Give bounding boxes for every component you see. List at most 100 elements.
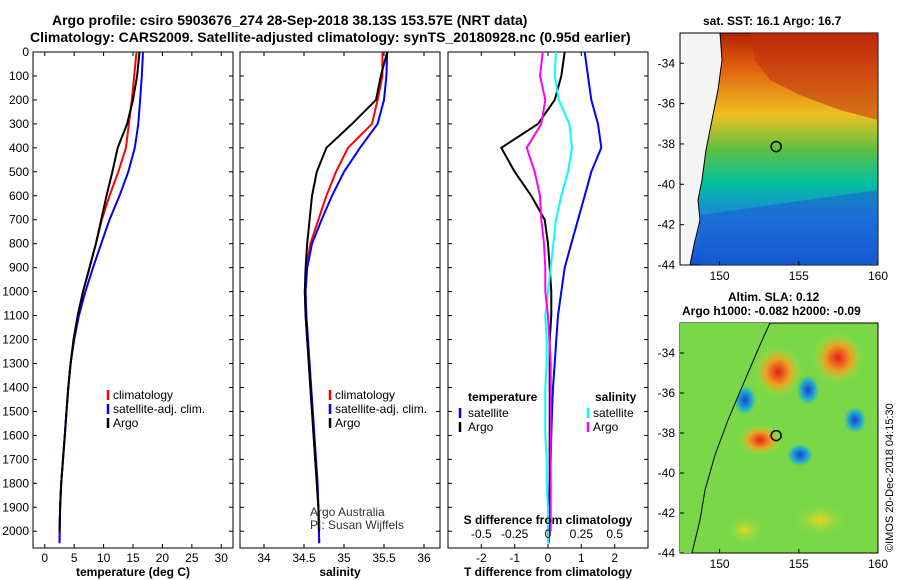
sla-lat-label: -42 [658,506,676,520]
legend-label: satellite [593,406,634,420]
y-tick-label: 2000 [2,524,29,538]
sst-lat-label: -44 [658,258,676,272]
y-tick-label: 200 [9,93,29,107]
temperature-frame [32,51,234,549]
y-tick-label: 1100 [3,309,29,323]
sla-lat-label: -36 [658,386,676,400]
temperature-series-argo [58,51,141,532]
y-tick-label: 100 [9,69,29,83]
x2-tick-label: 0 [545,527,552,541]
sst-lat-label: -40 [658,177,676,191]
y-tick-label: 700 [9,213,29,227]
sst-cold-south [700,190,878,265]
difference-xlabel2: S difference from climatology [464,513,633,527]
sla-lat-label: -40 [658,466,676,480]
x-tick-label: 35.5 [372,551,396,565]
x-tick-label: 10 [97,551,111,565]
x2-tick-label: 0.25 [570,527,594,541]
y-tick-label: 1500 [2,404,29,418]
sst-lon-label: 150 [710,269,730,283]
sla-lon-label: 150 [710,557,730,571]
y-tick-label: 1600 [2,428,29,442]
salinity-panel: 34 34.5 35 35.5 36 salinity climatologysatelli… [239,51,441,579]
legend-title-temperature: temperature [468,390,538,404]
sst-land [679,32,723,266]
y-tick-label: 1000 [2,285,29,299]
x-tick-label: 0 [545,551,552,565]
sla-lon-label: 155 [789,557,809,571]
x-tick-label: 15 [126,551,140,565]
sla-float-marker [770,429,782,442]
salinity-xlabel: salinity [319,565,361,579]
y-tick-label: 400 [9,141,29,155]
sla-map [679,322,879,554]
legend-label: satellite [468,406,509,420]
legend-label: Argo [113,416,139,430]
sla-land [680,323,770,553]
y-tick-label: 500 [9,165,29,179]
x-tick-label: -1 [509,551,520,565]
x-tick-label: 25 [185,551,199,565]
y-tick-label: 900 [9,261,29,275]
legend-label: climatology [113,388,173,402]
sst-map [679,32,879,266]
sla-lat-label: -44 [658,546,676,560]
sla-lat-label: -34 [658,346,676,360]
profile-panels: 0100200300400500600700800900100011001200… [2,45,649,579]
y-tick-label: 1800 [2,476,29,490]
y-tick-label: 1200 [2,333,29,347]
plot-title-line-2: Climatology: CARS2009. Satellite-adjuste… [30,29,631,45]
y-tick-label: 0 [22,45,29,59]
x-tick-label: 0 [41,551,48,565]
x-tick-label: 20 [156,551,170,565]
x-tick-label: 35 [337,551,351,565]
difference-series-salinity-satellite [544,51,574,544]
x-tick-label: -2 [476,551,487,565]
y-tick-label: 800 [9,237,29,251]
y-tick-label: 1700 [2,452,29,466]
sla-map-title-2: Argo h1000: -0.082 h2000: -0.09 [682,304,861,318]
sla-lon-label: 160 [868,557,888,571]
x-tick-label: 1 [578,551,585,565]
salinity-frame [239,51,441,549]
salinity-series-argo [303,51,389,532]
sst-lon-label: 155 [789,269,809,283]
sst-lon-label: 160 [868,269,888,283]
sst-lat-label: -42 [658,218,676,232]
x-tick-label: 30 [215,551,229,565]
temperature-xlabel: temperature (deg C) [76,565,190,579]
legend-label: climatology [335,388,395,402]
temperature-panel: 0100200300400500600700800900100011001200… [2,45,234,579]
sla-map-title-1: Altim. SLA: 0.12 [728,290,820,304]
credit-annotation: PI: Susan Wijffels [310,518,404,532]
difference-series-salinity-argo [525,51,552,532]
y-tick-label: 300 [9,117,29,131]
y-tick-label: 1900 [2,500,29,514]
sst-lat-label: -36 [658,97,676,111]
map-axes: -34 -36 -38 -40 -42 -44 150 155 160 -34 -36 -38 -40 -… [658,56,889,571]
y-tick-label: 1400 [2,380,29,394]
x-tick-label: 34.5 [292,551,316,565]
legend-label: satellite-adj. clim. [113,402,205,416]
legend-label: Argo [335,416,361,430]
sst-lat-label: -34 [658,56,676,70]
legend-title-salinity: salinity [595,390,637,404]
sst-warm-core [750,33,878,120]
sla-coastline [691,322,771,554]
x-tick-label: 2 [611,551,618,565]
x2-tick-label: -0.25 [501,527,529,541]
credit-annotation: Argo Australia [310,505,385,519]
sst-float-marker [770,140,782,153]
y-tick-label: 600 [9,189,29,203]
difference-xlabel: T difference from climatology [464,565,632,579]
plot-title-line-1: Argo profile: csiro 5903676_274 28-Sep-2… [52,12,528,28]
sst-map-title: sat. SST: 16.1 Argo: 16.7 [703,14,842,28]
x-tick-label: 34 [257,551,271,565]
x2-tick-label: -0.5 [471,527,492,541]
legend-label: Argo [468,420,494,434]
legend-label: satellite-adj. clim. [335,402,427,416]
timestamp-stamp: ©IMOS 20-Dec-2018 04:15:30 [884,403,896,552]
x-tick-label: 5 [71,551,78,565]
sst-lat-label: -38 [658,137,676,151]
